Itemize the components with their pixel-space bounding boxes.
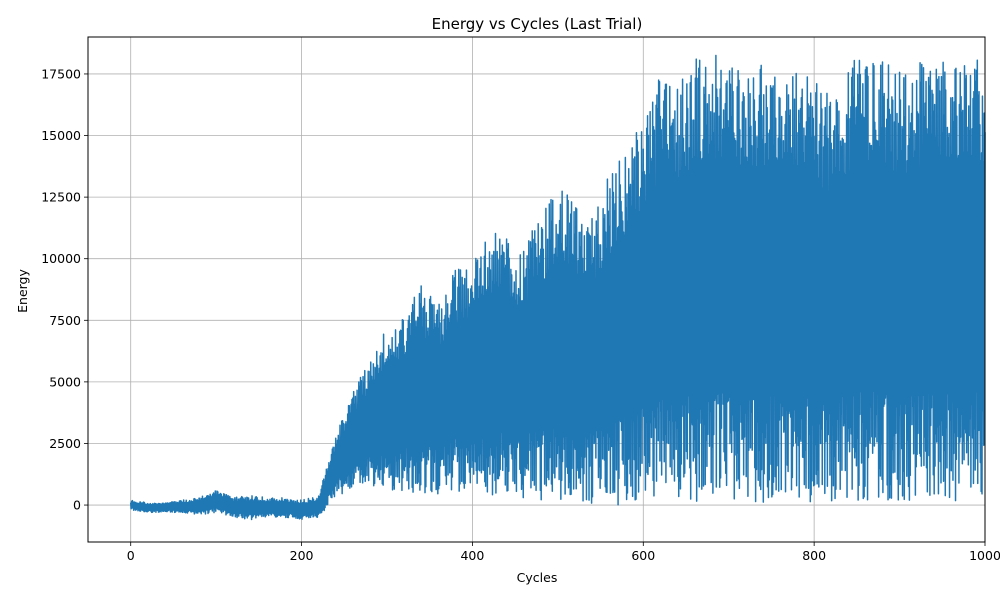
ticks: 0 200 400 600 800 100002500500075001000012500… [41,66,1000,563]
energy-series-line [129,54,986,521]
x-tick-label: 1000 [969,548,1000,563]
y-tick-label: 15000 [41,128,81,143]
y-tick-label: 10000 [41,251,81,266]
x-tick-label: 0 [127,548,135,563]
x-tick-label: 800 [802,548,826,563]
chart-title: Energy vs Cycles (Last Trial) [432,15,643,33]
y-tick-label: 0 [73,498,81,513]
plot-area [129,54,986,521]
y-tick-label: 17500 [41,66,81,81]
y-axis-label: Energy [15,269,30,313]
axes-frame [87,36,986,543]
x-tick-label: 600 [631,548,655,563]
y-tick-label: 2500 [49,436,81,451]
y-tick-label: 12500 [41,190,81,205]
x-tick-label: 400 [460,548,484,563]
x-tick-label: 200 [290,548,314,563]
y-tick-label: 5000 [49,374,81,389]
x-axis-label: Cycles [517,570,558,585]
y-tick-label: 7500 [49,313,81,328]
